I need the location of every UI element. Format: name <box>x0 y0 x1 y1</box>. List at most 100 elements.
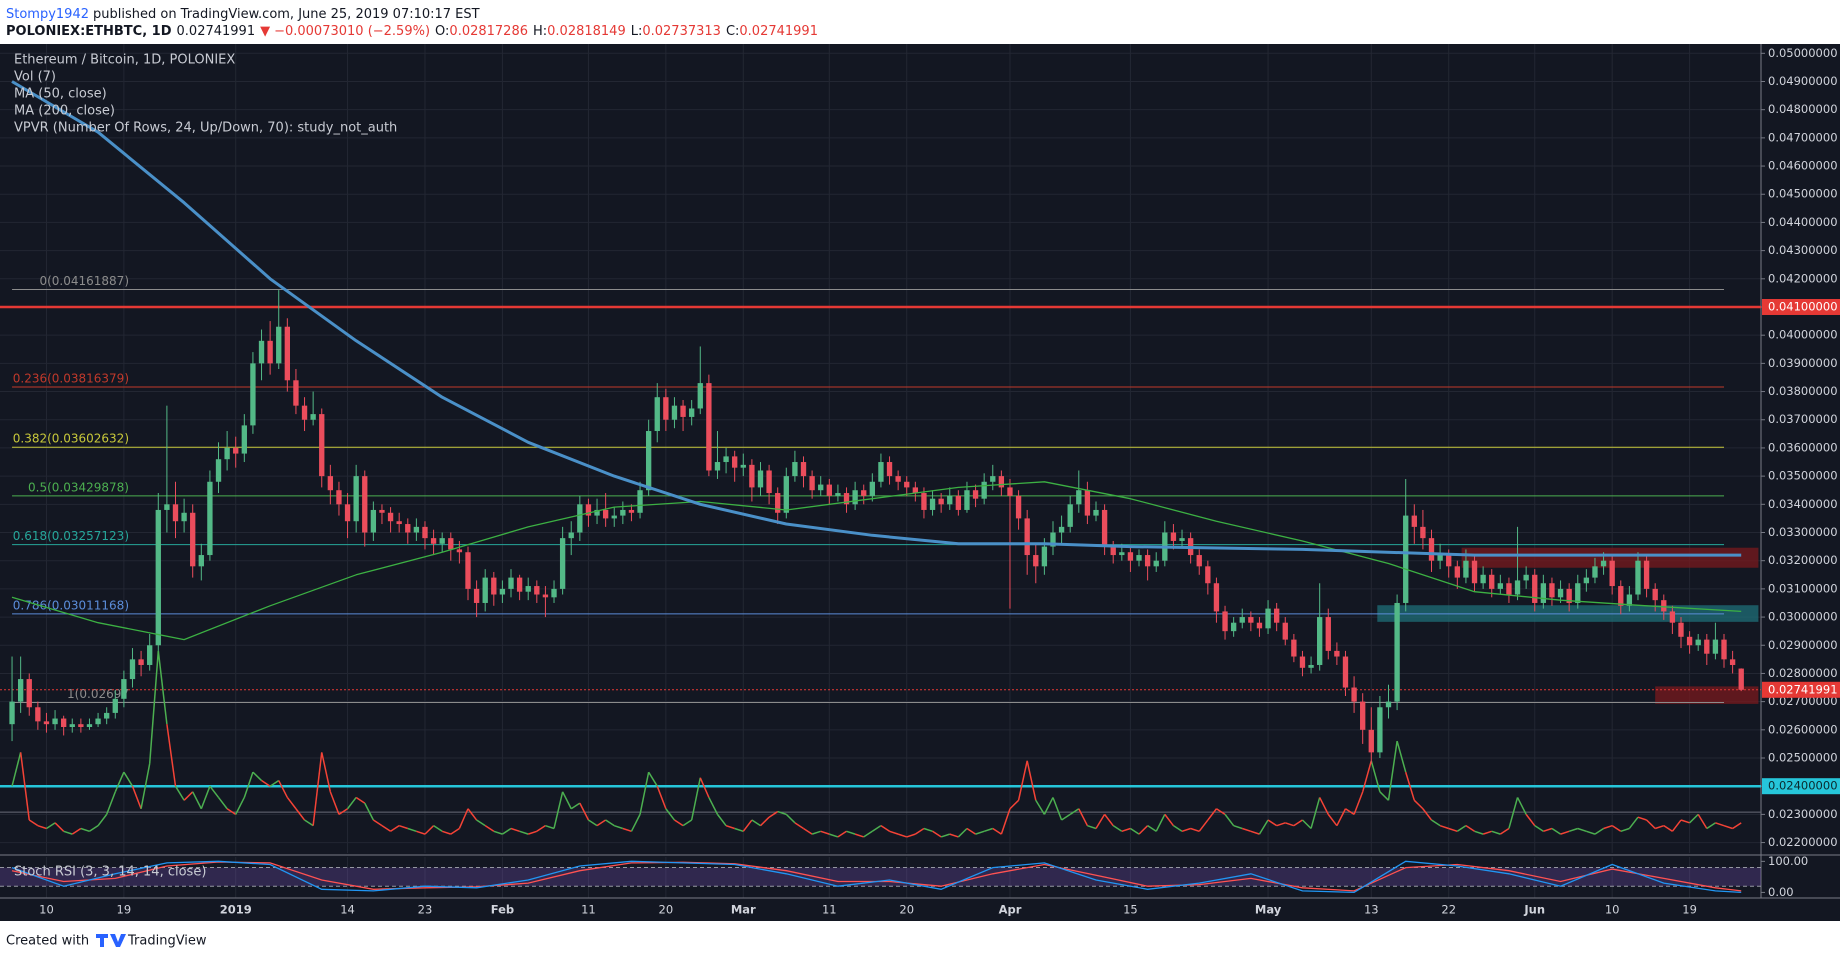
x-tick-label: May <box>1255 903 1282 917</box>
volume-line <box>28 819 39 827</box>
volume-line <box>105 791 116 815</box>
volume-line <box>63 830 73 835</box>
x-tick-label: Feb <box>491 903 514 917</box>
candle-body <box>1050 532 1056 547</box>
candle-body <box>1170 532 1177 541</box>
indicator-label: MA (200, close) <box>14 104 115 119</box>
candle-body <box>585 504 592 516</box>
candle-body <box>267 340 273 364</box>
volume-line <box>957 827 968 838</box>
volume-line <box>390 825 400 832</box>
volume-line <box>630 814 641 832</box>
candle-body <box>1721 639 1727 660</box>
candle-body <box>370 509 377 533</box>
candle-body <box>293 380 299 406</box>
indicator-label: MA (50, close) <box>14 87 107 102</box>
volume-line <box>1422 808 1433 821</box>
volume-line <box>1345 808 1355 816</box>
volume-line <box>1491 830 1501 835</box>
candle-body <box>233 447 239 454</box>
candle-body <box>301 405 308 420</box>
volume-line <box>759 816 770 827</box>
candle-body <box>276 326 282 364</box>
volume-line <box>1336 808 1347 826</box>
volume-line <box>261 779 271 787</box>
candle-body <box>172 504 179 522</box>
y-tick-label: 0.04700000 <box>1768 130 1838 144</box>
candle-body <box>611 515 617 519</box>
candle-body <box>190 512 196 567</box>
volume-line <box>1224 813 1235 827</box>
candle-body <box>895 476 901 482</box>
candle-body <box>938 498 944 505</box>
volume-line <box>992 827 1002 835</box>
volume-line <box>501 827 512 835</box>
candle-body <box>164 504 170 510</box>
y-tick-label: 0.03900000 <box>1768 356 1838 370</box>
volume-line <box>131 785 142 810</box>
y-tick-label: 0.03800000 <box>1768 384 1838 398</box>
volume-line <box>407 827 417 833</box>
candle-body <box>1428 538 1435 561</box>
volume-line <box>1448 827 1458 833</box>
candle-body <box>69 724 75 727</box>
volume-line <box>751 819 761 827</box>
candle-body <box>456 549 463 553</box>
candle-body <box>473 588 480 603</box>
candle-body <box>1213 583 1220 612</box>
volume-line <box>1396 740 1407 773</box>
candle-body <box>138 659 144 665</box>
y-tick-label: 0.02800000 <box>1768 666 1838 680</box>
volume-line <box>1697 813 1708 829</box>
volume-line <box>1155 814 1166 832</box>
candle-body <box>1248 617 1254 623</box>
stoch-line <box>11 860 1742 894</box>
volume-line <box>614 824 624 830</box>
volume-line <box>785 813 796 824</box>
candle-body <box>1144 555 1151 567</box>
candle-body <box>602 509 609 519</box>
candle-body <box>998 476 1005 488</box>
candle-body <box>620 509 626 516</box>
volume-line <box>803 827 813 835</box>
candle-body <box>1437 555 1443 561</box>
candle-body <box>740 464 746 468</box>
candle-body <box>155 509 161 646</box>
volume-line <box>433 825 443 832</box>
volume-line <box>338 808 348 816</box>
indicator-label: VPVR (Number Of Rows, 24, Up/Down, 70): … <box>14 121 397 136</box>
volume-line <box>1087 824 1097 830</box>
volume-line <box>570 802 581 810</box>
volume-line <box>46 822 56 830</box>
volume-line <box>458 808 469 829</box>
candle-body <box>1695 639 1701 646</box>
author[interactable]: Stompy1942 <box>6 7 89 22</box>
candle-body <box>1351 687 1357 702</box>
footer-brand[interactable]: TradingView <box>127 934 207 949</box>
volume-line <box>1181 827 1191 833</box>
candle-body <box>1471 560 1478 584</box>
ohlc-label: L: <box>631 24 643 39</box>
candle-body <box>1635 560 1641 595</box>
candle-body <box>1196 555 1202 567</box>
candle-body <box>1179 538 1185 541</box>
volume-line <box>914 827 925 835</box>
candle-body <box>775 493 781 513</box>
plot: 0.02200000 0.02300000 0.02400000 0.02500000… <box>0 44 1840 917</box>
candle-body <box>78 724 84 727</box>
volume-line <box>493 830 503 835</box>
volume-line <box>527 830 538 835</box>
volume-line <box>777 810 787 816</box>
x-tick-label: Mar <box>731 903 756 917</box>
x-tick-label: 2019 <box>220 903 252 917</box>
candle-body <box>1686 636 1693 646</box>
y-tick-label: 0.04400000 <box>1768 215 1838 229</box>
last-price: 0.02741991 <box>177 24 256 39</box>
x-tick-label: 13 <box>1364 903 1379 917</box>
volume-line <box>665 808 676 821</box>
indicator-label: Vol (7) <box>14 70 56 85</box>
candle-body <box>663 397 669 420</box>
volume-line <box>1723 824 1733 830</box>
ohlc-label: O: <box>435 24 449 39</box>
candle-body <box>1446 555 1452 567</box>
